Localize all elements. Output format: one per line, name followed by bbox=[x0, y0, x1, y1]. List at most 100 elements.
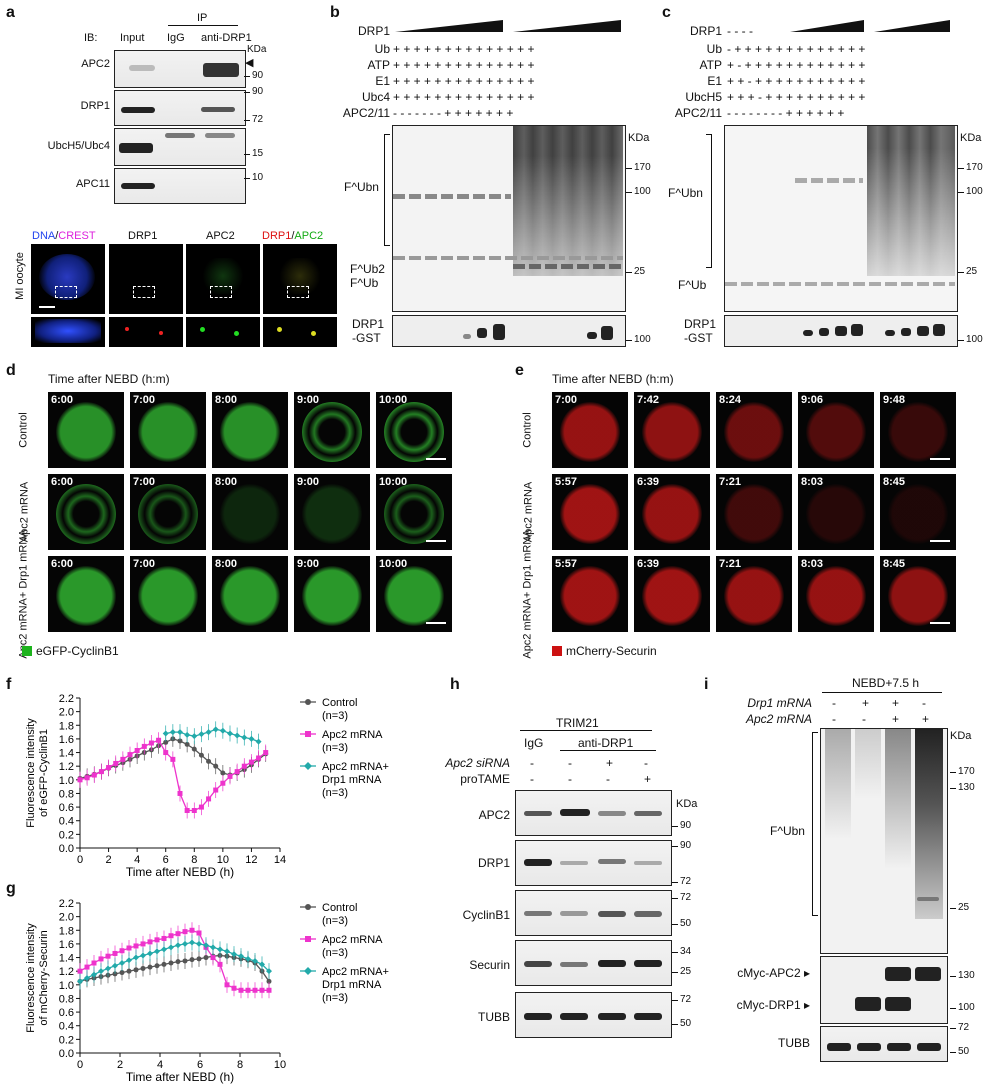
y-tick-label: 0.4 bbox=[59, 1021, 74, 1033]
c-row-atp: ATP bbox=[699, 58, 722, 72]
x-tick-label: 10 bbox=[274, 1059, 286, 1071]
c-label-fubn: F^Ubn bbox=[668, 186, 703, 200]
data-point bbox=[189, 927, 195, 933]
i-cmyc-drp1: cMyc-DRP1 ▸ bbox=[736, 998, 810, 1012]
legend-marker bbox=[305, 936, 311, 942]
e-frame-time: 8:45 bbox=[883, 558, 906, 570]
mi-oocyte-label: MI oocyte bbox=[14, 252, 26, 300]
c-gradient-wedges bbox=[790, 20, 950, 32]
i-mw-50: 50 bbox=[949, 1046, 970, 1057]
data-point bbox=[119, 960, 125, 966]
b-row-drp1: DRP1 bbox=[357, 24, 390, 38]
series-line-1 bbox=[79, 929, 269, 991]
data-point bbox=[119, 948, 125, 954]
d-frame: 9:00 bbox=[294, 556, 370, 632]
data-point bbox=[182, 929, 188, 935]
data-point bbox=[224, 948, 230, 955]
d-frame-time: 8:00 bbox=[215, 558, 238, 570]
data-point bbox=[227, 730, 233, 737]
i-apc2-sign: + bbox=[922, 712, 930, 726]
c-signs-atp: + - + + + + + + + + + + + + bbox=[727, 58, 866, 72]
d-frame: 8:00 bbox=[212, 392, 288, 468]
data-point bbox=[126, 957, 132, 964]
d-row-label: Control bbox=[18, 412, 30, 448]
data-point bbox=[84, 964, 90, 970]
data-point bbox=[106, 765, 112, 771]
e-frame: 8:45 bbox=[880, 474, 956, 550]
data-point bbox=[91, 971, 97, 978]
data-point bbox=[98, 968, 104, 975]
if-image-dna bbox=[31, 244, 105, 314]
ib-label: IB: bbox=[84, 32, 98, 44]
h-protame-sign: - bbox=[530, 772, 534, 786]
c-row-ub: Ub bbox=[706, 42, 722, 56]
data-point bbox=[198, 731, 205, 738]
e-frame-time: 9:06 bbox=[801, 394, 824, 406]
i-mw-130b: 130 bbox=[950, 970, 975, 981]
series-line-0 bbox=[79, 954, 270, 983]
i-mw-130: 130 bbox=[950, 782, 975, 793]
data-point bbox=[140, 965, 146, 971]
blot-a-apc2 bbox=[114, 50, 246, 88]
mw-a-90b: 90 bbox=[243, 86, 264, 97]
x-tick-label: 2 bbox=[117, 1059, 123, 1071]
e-legend-swatch bbox=[552, 646, 562, 656]
h-mw-90b: 90 bbox=[671, 840, 692, 851]
c-signs-drp1: - - - - bbox=[727, 24, 753, 38]
data-point bbox=[196, 940, 202, 947]
b-row-atp: ATP bbox=[367, 58, 390, 72]
x-axis-label: Time after NEBD (h) bbox=[126, 1070, 234, 1084]
d-frame-time: 10:00 bbox=[379, 558, 408, 570]
igg-header: IgG bbox=[167, 32, 185, 44]
d-legend-swatch bbox=[22, 646, 32, 656]
e-frame: 7:00 bbox=[552, 392, 628, 468]
y-tick-label: 1.8 bbox=[59, 925, 74, 937]
c-signs-ubch5: + + + - + + + + + + + + + + bbox=[727, 90, 866, 104]
data-point bbox=[133, 943, 139, 949]
data-point bbox=[168, 933, 174, 939]
data-point bbox=[126, 968, 132, 974]
d-title: Time after NEBD (h:m) bbox=[48, 372, 170, 386]
blot-h-tubb bbox=[515, 992, 672, 1038]
scale-bar bbox=[426, 540, 446, 542]
d-frame: 9:00 bbox=[294, 474, 370, 550]
data-point bbox=[219, 727, 226, 734]
data-point bbox=[120, 756, 126, 762]
data-point bbox=[259, 987, 265, 993]
data-point bbox=[224, 982, 230, 988]
d-frame: 10:00 bbox=[376, 392, 452, 468]
x-tick-label: 4 bbox=[134, 854, 140, 866]
e-frame-time: 6:39 bbox=[637, 558, 660, 570]
e-frame-time: 8:03 bbox=[801, 558, 824, 570]
i-mw-170: 170 bbox=[950, 766, 975, 777]
data-point bbox=[191, 746, 197, 752]
e-frame-time: 7:00 bbox=[555, 394, 578, 406]
data-point bbox=[241, 763, 247, 769]
data-point bbox=[112, 971, 118, 977]
data-point bbox=[266, 968, 272, 975]
input-header: Input bbox=[120, 32, 145, 44]
data-point bbox=[196, 930, 202, 936]
b-label-gst: -GST bbox=[352, 331, 381, 345]
data-point bbox=[112, 950, 118, 956]
data-point bbox=[248, 759, 254, 765]
y-tick-label: 1.8 bbox=[59, 720, 74, 732]
arrow-head-icon: ◀ bbox=[245, 57, 254, 69]
e-frame: 8:45 bbox=[880, 556, 956, 632]
data-point bbox=[154, 963, 160, 969]
data-point bbox=[238, 953, 244, 960]
y-tick-label: 2.0 bbox=[59, 912, 74, 924]
h-sirna-label: Apc2 siRNA bbox=[445, 756, 510, 770]
data-point bbox=[105, 965, 111, 972]
data-point bbox=[255, 738, 262, 745]
data-point bbox=[113, 760, 119, 766]
d-frame-time: 10:00 bbox=[379, 476, 408, 488]
d-frame-time: 8:00 bbox=[215, 476, 238, 488]
d-frame: 8:00 bbox=[212, 556, 288, 632]
y-tick-label: 1.6 bbox=[59, 939, 74, 951]
h-trim-line bbox=[520, 730, 652, 731]
data-point bbox=[141, 743, 147, 749]
y-axis-label: Fluorescence intensityof eGFP-CyclinB1 bbox=[25, 718, 50, 828]
row-label-apc2: APC2 bbox=[81, 58, 110, 70]
data-point bbox=[119, 970, 125, 976]
